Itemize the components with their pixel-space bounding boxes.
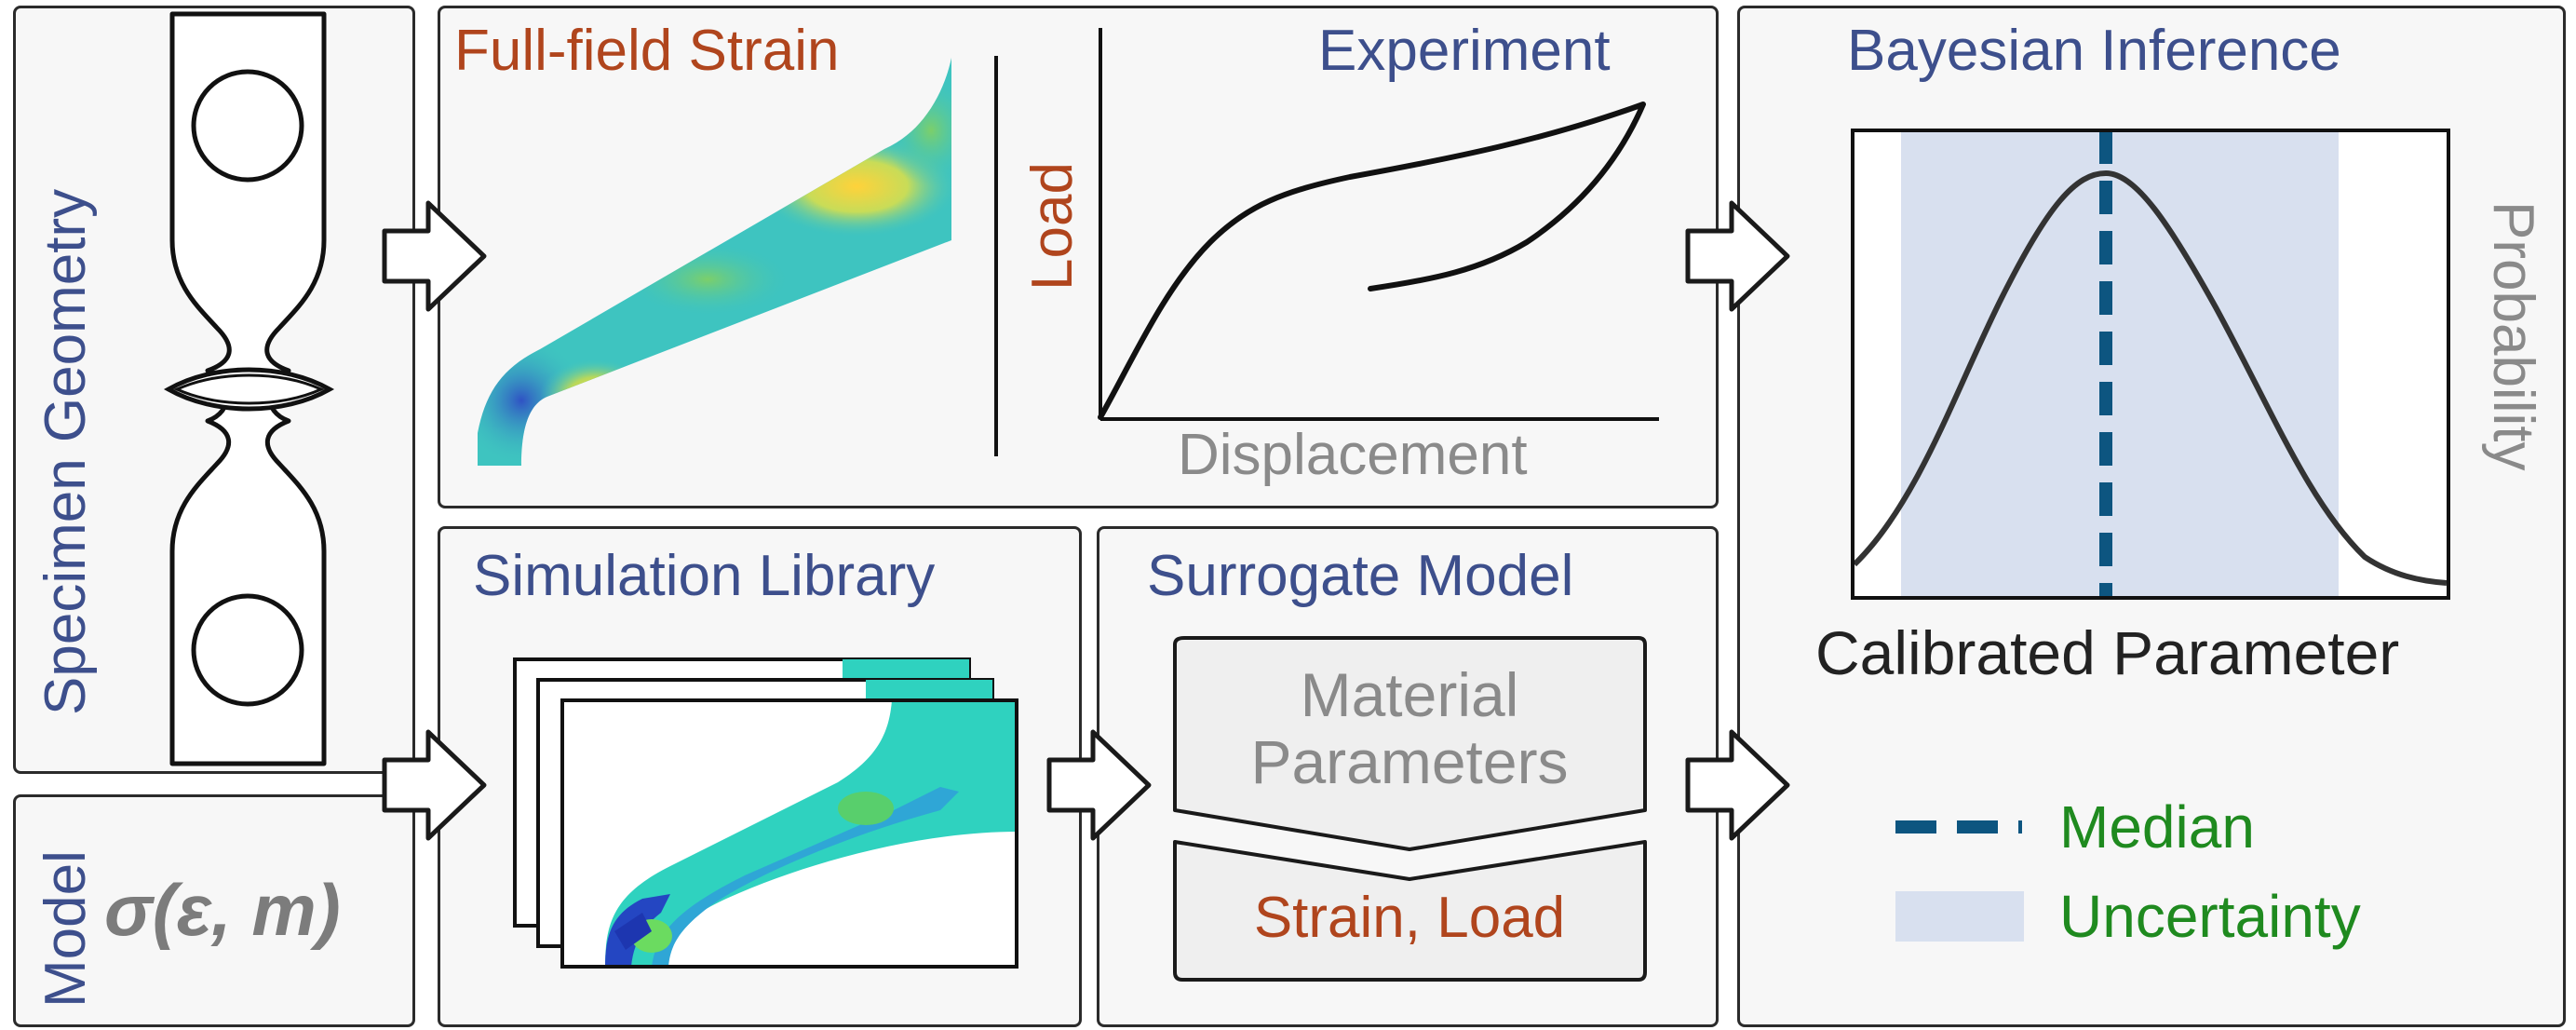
median-legend-label: Median [2059, 793, 2255, 861]
load-axis-label: Load [1020, 162, 1085, 291]
material-parameters-line2: Parameters [1250, 727, 1569, 796]
bayesian-inference-panel [1737, 6, 2566, 1027]
strain-load-label: Strain, Load [1253, 886, 1566, 950]
probability-axis-label: Probability [2481, 201, 2545, 471]
surrogate-model-title: Surrogate Model [1147, 544, 1574, 608]
experiment-title: Experiment [1318, 19, 1611, 83]
specimen-geometry-title: Specimen Geometry [34, 188, 98, 715]
calibrated-parameter-label: Calibrated Parameter [1815, 618, 2400, 687]
model-panel [13, 794, 415, 1027]
constitutive-equation: σ(ε, m) [104, 869, 341, 951]
material-parameters-line1: Material [1300, 660, 1519, 729]
full-field-strain-title: Full-field Strain [454, 19, 840, 83]
model-title: Model [34, 850, 98, 1008]
simulation-library-title: Simulation Library [473, 544, 936, 608]
displacement-axis-label: Displacement [1178, 423, 1528, 487]
bayesian-inference-title: Bayesian Inference [1847, 19, 2341, 83]
uncertainty-legend-label: Uncertainty [2059, 883, 2361, 950]
